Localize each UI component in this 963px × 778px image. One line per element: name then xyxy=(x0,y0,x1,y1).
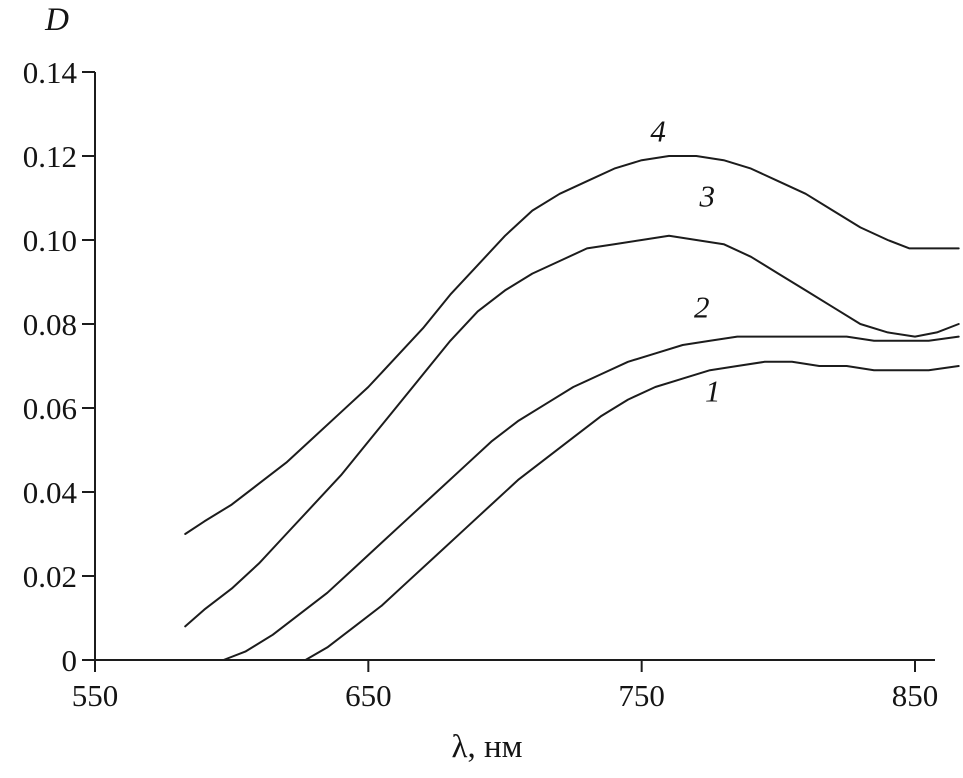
x-tick-label: 750 xyxy=(618,678,665,713)
x-tick-label: 650 xyxy=(345,678,392,713)
y-tick-label: 0 xyxy=(62,643,78,678)
y-tick-label: 0.10 xyxy=(23,223,77,258)
y-tick-label: 0.08 xyxy=(23,307,77,342)
curve-2 xyxy=(222,335,960,661)
y-axis-title: D xyxy=(44,2,69,38)
y-tick-label: 0.12 xyxy=(23,139,77,174)
curves xyxy=(184,155,960,661)
curve-3 xyxy=(184,234,960,628)
x-tick-label: 550 xyxy=(72,678,119,713)
y-tick-label: 0.14 xyxy=(23,55,78,90)
axes: 550 650 750 850 0 0.02 0.04 0.06 0.08 0.10 0.12 0.1… xyxy=(23,55,939,713)
curve-label-3: 3 xyxy=(699,178,716,213)
curve-label-1: 1 xyxy=(705,374,721,409)
y-tick-label: 0.02 xyxy=(23,559,77,594)
curve-label-2: 2 xyxy=(694,290,710,325)
curve-4 xyxy=(184,155,960,535)
curve-labels: 1 2 34 xyxy=(650,113,720,408)
y-tick-label: 0.04 xyxy=(23,475,78,510)
y-tick-label: 0.06 xyxy=(23,391,77,426)
x-axis-title: λ, нм xyxy=(451,729,522,765)
curve-label-4: 4 xyxy=(650,113,666,148)
x-tick-label: 850 xyxy=(892,678,939,713)
curve-1 xyxy=(304,360,960,661)
